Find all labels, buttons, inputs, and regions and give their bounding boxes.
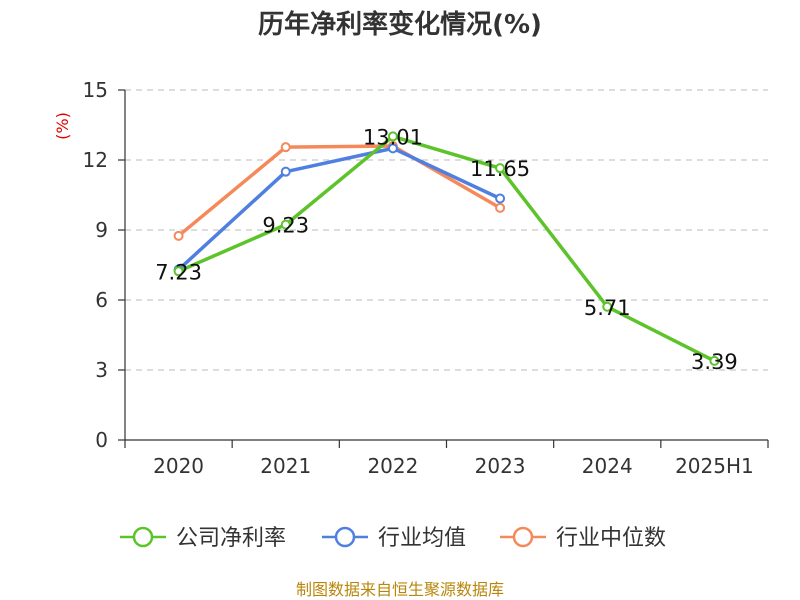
series-line <box>177 144 501 238</box>
data-point <box>387 143 398 154</box>
legend-label: 行业中位数 <box>556 526 666 551</box>
data-point <box>387 131 398 142</box>
data-point <box>495 202 506 213</box>
data-point <box>602 301 613 312</box>
data-point <box>280 219 291 230</box>
axes: 0 3 6 9 12 15 2020 2021 2022 2023 2024 2025H1 <box>83 78 769 478</box>
y-tick-label: 6 <box>95 288 108 312</box>
x-tick-label: 2022 <box>367 454 418 478</box>
grid-lines <box>125 89 768 371</box>
data-point <box>280 166 291 177</box>
y-axis-unit-label: (%) <box>53 112 72 140</box>
data-point <box>495 163 506 174</box>
legend-marker-icon <box>334 526 356 548</box>
y-tick-label: 3 <box>95 358 108 382</box>
x-tick-label: 2024 <box>582 454 633 478</box>
chart-title: 历年净利率变化情况(%) <box>258 9 542 40</box>
legend-item[interactable]: 行业均值 <box>322 526 466 551</box>
y-tick-label: 0 <box>95 428 108 452</box>
data-label: 3.39 <box>691 350 738 374</box>
data-point <box>173 230 184 241</box>
legend-marker-icon <box>512 526 534 548</box>
x-tick-label: 2021 <box>260 454 311 478</box>
x-tick-label: 2023 <box>475 454 526 478</box>
legend-item[interactable]: 行业中位数 <box>500 526 666 551</box>
y-tick-label: 9 <box>95 218 108 242</box>
data-point <box>280 142 291 153</box>
x-tick-label: 2020 <box>153 454 204 478</box>
series-line <box>177 134 716 363</box>
data-label: 7.23 <box>155 260 202 284</box>
data-labels: 7.23 9.23 13.01 11.65 5.71 3.39 <box>155 125 738 373</box>
legend-marker-icon <box>132 526 154 548</box>
data-label: 11.65 <box>470 157 530 181</box>
legend-item[interactable]: 公司净利率 <box>120 526 286 551</box>
x-tick-label: 2025H1 <box>675 454 754 478</box>
legend-label: 行业均值 <box>378 526 466 551</box>
data-label: 5.71 <box>584 296 631 320</box>
data-point <box>495 193 506 204</box>
data-point <box>709 355 720 366</box>
data-label: 13.01 <box>363 125 423 149</box>
y-tick-label: 12 <box>83 148 108 172</box>
legend-label: 公司净利率 <box>176 526 286 551</box>
legend[interactable]: 公司净利率 行业均值 行业中位数 <box>120 526 666 551</box>
y-tick-label: 15 <box>83 78 108 102</box>
data-label: 9.23 <box>262 214 309 238</box>
series-group <box>173 131 720 366</box>
series-line <box>177 146 501 271</box>
data-point <box>173 266 184 277</box>
source-note: 制图数据来自恒生聚源数据库 <box>296 580 504 599</box>
